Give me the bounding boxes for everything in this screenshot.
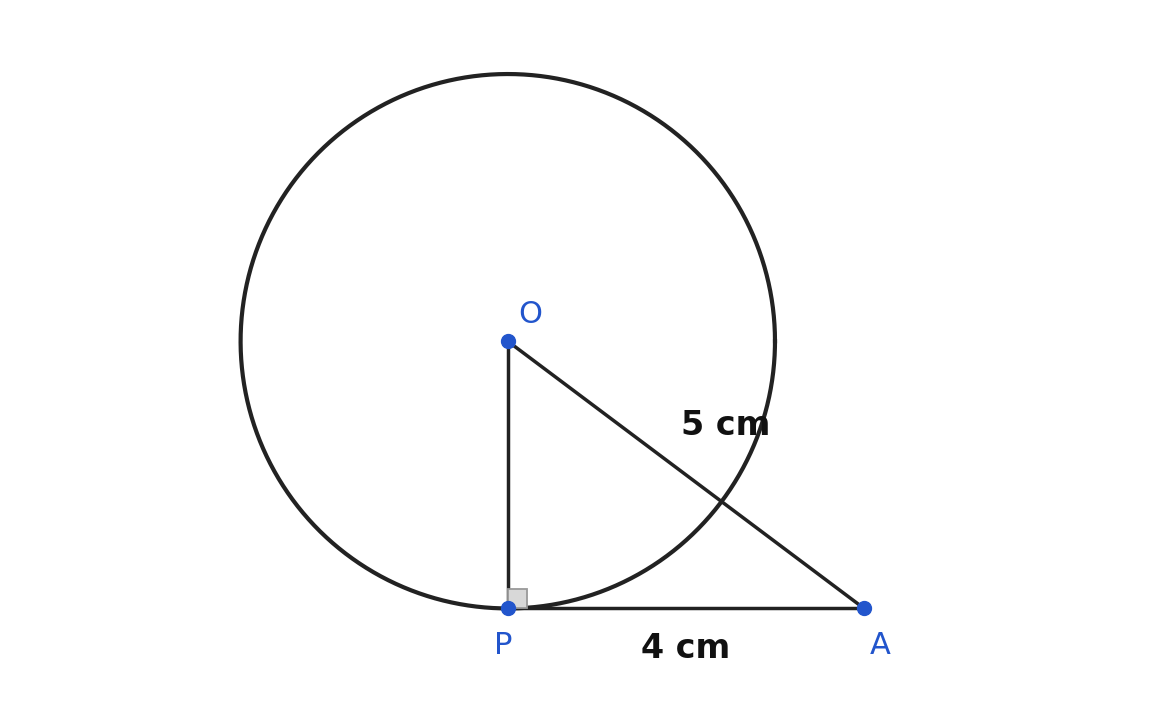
Point <box>498 603 517 614</box>
Bar <box>508 589 527 608</box>
Text: 5 cm: 5 cm <box>682 409 770 442</box>
Text: O: O <box>518 300 541 329</box>
Point <box>854 603 873 614</box>
Text: P: P <box>494 631 512 660</box>
Point <box>498 335 517 347</box>
Text: A: A <box>869 631 890 660</box>
Text: 4 cm: 4 cm <box>642 632 731 665</box>
